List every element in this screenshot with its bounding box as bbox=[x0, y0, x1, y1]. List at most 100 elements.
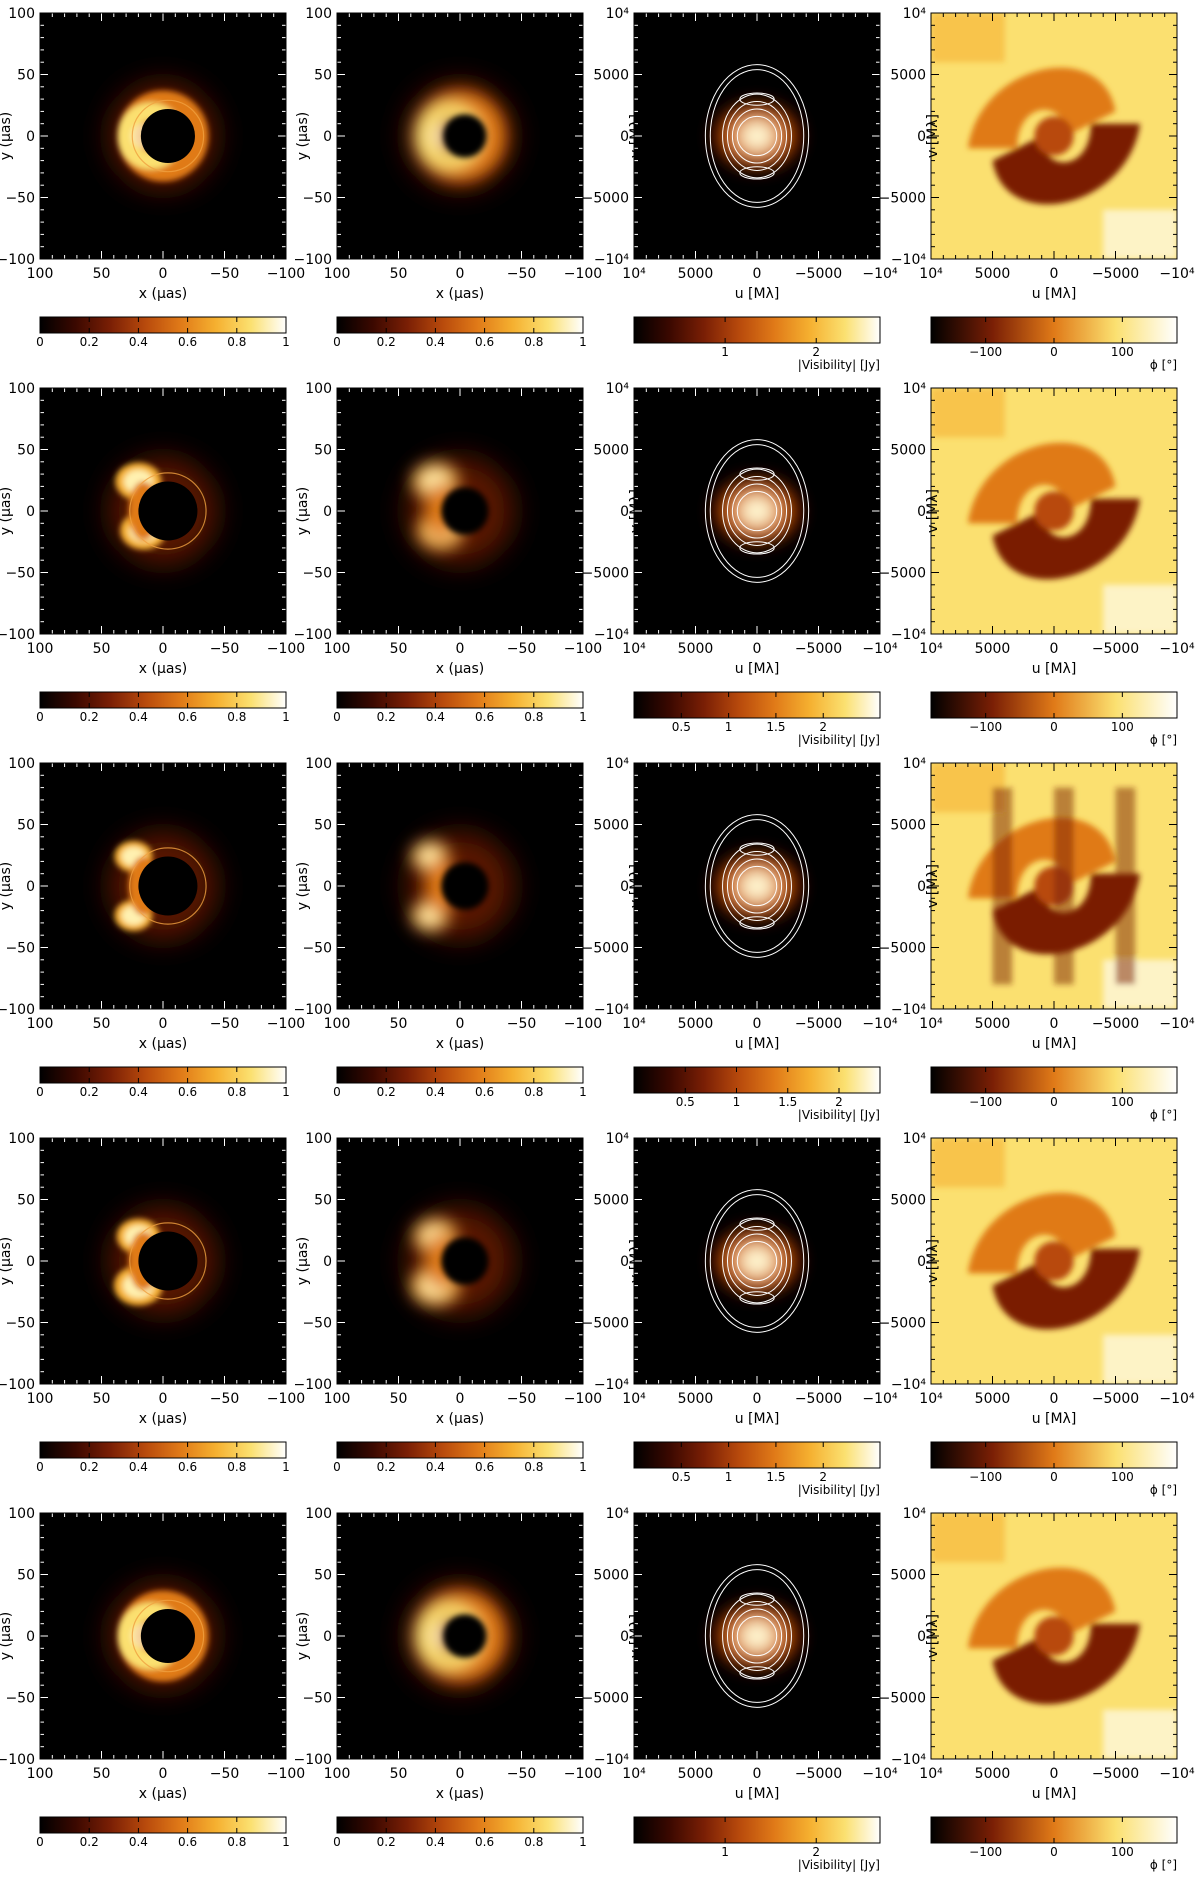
colorbar-tick-label: 0.2 bbox=[80, 710, 99, 724]
y-tick-label: 5000 bbox=[890, 68, 926, 84]
x-tick-label: −5000 bbox=[795, 266, 842, 282]
colorbar-tick-label: 2 bbox=[812, 345, 820, 359]
colorbar bbox=[336, 691, 584, 709]
colorbar-tick-label: 0.2 bbox=[80, 1460, 99, 1474]
phase-pattern bbox=[931, 1138, 1177, 1384]
y-tick-label: 0 bbox=[26, 1629, 35, 1645]
x-tick-label: 0 bbox=[456, 1391, 465, 1407]
y-tick-label: 5000 bbox=[593, 68, 629, 84]
x-tick-label: −10⁴ bbox=[1159, 1391, 1195, 1407]
y-tick-label: −100 bbox=[294, 1377, 332, 1393]
y-tick-label: −10⁴ bbox=[594, 1002, 630, 1018]
colorbar-tick-label: 0.8 bbox=[227, 710, 246, 724]
x-tick-label: 0 bbox=[753, 1766, 762, 1782]
colorbar-tick-label: 0 bbox=[1050, 1845, 1058, 1859]
shadow bbox=[441, 487, 489, 535]
y-tick-label: −10⁴ bbox=[594, 252, 630, 268]
x-axis-label: u [Mλ] bbox=[1032, 1411, 1077, 1427]
colorbar-tick-label: 0 bbox=[1050, 345, 1058, 359]
colorbar-tick-label: 0 bbox=[36, 1460, 44, 1474]
x-tick-label: −100 bbox=[267, 641, 305, 657]
colorbar-tick-label: 1.5 bbox=[766, 1470, 785, 1484]
x-tick-label: 0 bbox=[456, 641, 465, 657]
x-tick-label: 0 bbox=[1050, 641, 1059, 657]
x-tick-label: −5000 bbox=[1092, 266, 1139, 282]
x-tick-label: −10⁴ bbox=[862, 266, 898, 282]
x-tick-label: −100 bbox=[267, 266, 305, 282]
shadow bbox=[140, 1608, 195, 1664]
x-tick-label: −10⁴ bbox=[1159, 1016, 1195, 1032]
y-tick-label: 0 bbox=[26, 129, 35, 145]
colorbar-tick-label: 1 bbox=[721, 345, 729, 359]
y-tick-label: 0 bbox=[917, 504, 926, 520]
y-tick-label: 100 bbox=[305, 1506, 332, 1522]
y-tick-label: 0 bbox=[26, 879, 35, 895]
colorbar-tick-label: 0.6 bbox=[475, 335, 494, 349]
y-tick-label: −50 bbox=[5, 191, 35, 207]
y-tick-label: −100 bbox=[0, 627, 35, 643]
y-tick-label: 10⁴ bbox=[606, 381, 630, 397]
visibility-contours bbox=[704, 1189, 810, 1333]
x-tick-label: −10⁴ bbox=[862, 641, 898, 657]
x-tick-label: 100 bbox=[324, 266, 351, 282]
x-tick-label: −5000 bbox=[1092, 1016, 1139, 1032]
colorbar-tick-label: 0.8 bbox=[524, 1835, 543, 1849]
y-axis-label: v [Mλ] bbox=[925, 489, 941, 533]
x-tick-label: 10⁴ bbox=[919, 266, 943, 282]
colorbar-tick-label: 0.6 bbox=[178, 335, 197, 349]
x-axis-label: u [Mλ] bbox=[735, 1411, 780, 1427]
colorbar-tick-label: 1 bbox=[282, 1460, 290, 1474]
y-tick-label: 50 bbox=[314, 68, 332, 84]
colorbar-tick-label: 1.5 bbox=[766, 720, 785, 734]
colorbar-tick-label: 0.2 bbox=[377, 1085, 396, 1099]
colorbar-tick-label: 0 bbox=[333, 1460, 341, 1474]
y-axis-label: y (μas) bbox=[295, 1612, 311, 1660]
y-tick-label: 10⁴ bbox=[903, 6, 927, 22]
y-tick-label: 0 bbox=[323, 879, 332, 895]
shadow bbox=[443, 1614, 487, 1658]
x-tick-label: −50 bbox=[507, 266, 537, 282]
colorbar-tick-label: 2 bbox=[819, 1470, 827, 1484]
x-tick-label: 50 bbox=[93, 641, 111, 657]
x-tick-label: 0 bbox=[753, 641, 762, 657]
visibility-contours bbox=[704, 439, 810, 583]
x-axis-label: u [Mλ] bbox=[735, 1786, 780, 1802]
x-tick-label: −10⁴ bbox=[862, 1391, 898, 1407]
x-tick-label: 5000 bbox=[975, 1016, 1011, 1032]
x-tick-label: 100 bbox=[27, 1766, 54, 1782]
x-tick-label: 100 bbox=[324, 1016, 351, 1032]
colorbar-tick-label: 0 bbox=[333, 1835, 341, 1849]
y-tick-label: 100 bbox=[305, 1131, 332, 1147]
x-tick-label: −100 bbox=[267, 1766, 305, 1782]
x-tick-label: 0 bbox=[1050, 266, 1059, 282]
y-tick-label: 5000 bbox=[890, 818, 926, 834]
shadow bbox=[140, 108, 195, 164]
y-tick-label: −5000 bbox=[879, 191, 926, 207]
y-tick-label: 5000 bbox=[890, 443, 926, 459]
y-tick-label: −10⁴ bbox=[594, 1752, 630, 1768]
x-tick-label: 50 bbox=[390, 641, 408, 657]
y-tick-label: 5000 bbox=[890, 1193, 926, 1209]
x-tick-label: 50 bbox=[390, 1016, 408, 1032]
colorbar-tick-label: 0 bbox=[1050, 1470, 1058, 1484]
x-tick-label: 5000 bbox=[678, 266, 714, 282]
visibility-core bbox=[712, 851, 802, 921]
x-axis-label: x (μas) bbox=[436, 286, 484, 302]
x-tick-label: 10⁴ bbox=[919, 1016, 943, 1032]
x-tick-label: 5000 bbox=[678, 1766, 714, 1782]
colorbar-tick-label: 1 bbox=[721, 1845, 729, 1859]
colorbar-label: |Visibility| [Jy] bbox=[798, 1483, 880, 1497]
x-tick-label: 0 bbox=[159, 641, 168, 657]
visibility-contours bbox=[704, 64, 810, 208]
colorbar-tick-label: 1.5 bbox=[778, 1095, 797, 1109]
shadow bbox=[443, 114, 487, 158]
colorbar-tick-label: 0.6 bbox=[178, 1085, 197, 1099]
colorbar-tick-label: 0.4 bbox=[426, 1835, 445, 1849]
phase-pattern bbox=[931, 388, 1177, 634]
photon-ring bbox=[129, 847, 207, 925]
x-tick-label: −50 bbox=[507, 1766, 537, 1782]
